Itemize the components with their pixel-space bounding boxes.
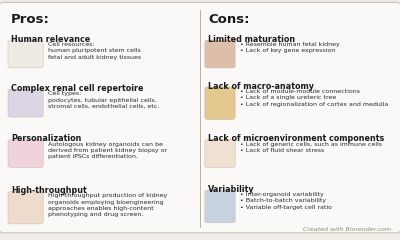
Text: Pros:: Pros:: [11, 13, 50, 26]
FancyBboxPatch shape: [8, 40, 43, 68]
FancyBboxPatch shape: [205, 140, 235, 168]
Text: Autologous kidney organoids can be
derived from patient kidney biopsy or
patient: Autologous kidney organoids can be deriv…: [48, 142, 167, 159]
Text: High-throughput: High-throughput: [11, 186, 87, 195]
Text: Cons:: Cons:: [208, 13, 250, 26]
Text: • Resemble human fetal kidney
• Lack of key gene expression: • Resemble human fetal kidney • Lack of …: [240, 42, 340, 54]
Text: Human relevance: Human relevance: [11, 35, 90, 44]
FancyBboxPatch shape: [8, 89, 43, 117]
Text: Personalization: Personalization: [11, 134, 82, 144]
Text: • Lack of generic cells, such as immune cells
• Lack of fluid shear stress: • Lack of generic cells, such as immune …: [240, 142, 382, 153]
FancyBboxPatch shape: [205, 40, 235, 68]
FancyBboxPatch shape: [0, 2, 400, 233]
FancyBboxPatch shape: [205, 87, 235, 120]
Text: Lack of microenvironment components: Lack of microenvironment components: [208, 134, 384, 144]
Text: • Lack of module-module connections
• Lack of a single ureteric tree
• Lack of r: • Lack of module-module connections • La…: [240, 89, 388, 107]
FancyBboxPatch shape: [8, 191, 43, 224]
Text: Created with Biorender.com: Created with Biorender.com: [303, 227, 391, 232]
Text: Variability: Variability: [208, 185, 255, 194]
Text: High-throughput production of kidney
organoids employing bioengineering
approach: High-throughput production of kidney org…: [48, 193, 167, 217]
Text: Limited maturation: Limited maturation: [208, 35, 295, 44]
Text: Complex renal cell repertoire: Complex renal cell repertoire: [11, 84, 144, 93]
Text: Cell types:
podocytes, tubular epithelial cells,
stromal cells, endothelial cell: Cell types: podocytes, tubular epithelia…: [48, 91, 159, 109]
Text: • Inter-organoid variability
• Batch-to-batch variability
• Variable off-target : • Inter-organoid variability • Batch-to-…: [240, 192, 332, 210]
FancyBboxPatch shape: [205, 190, 235, 223]
Text: Lack of macro-anatomy: Lack of macro-anatomy: [208, 82, 314, 90]
Text: Cell resources:
human pluripotent stem cells
fetal and adult kidney tissues: Cell resources: human pluripotent stem c…: [48, 42, 141, 60]
FancyBboxPatch shape: [8, 140, 43, 168]
